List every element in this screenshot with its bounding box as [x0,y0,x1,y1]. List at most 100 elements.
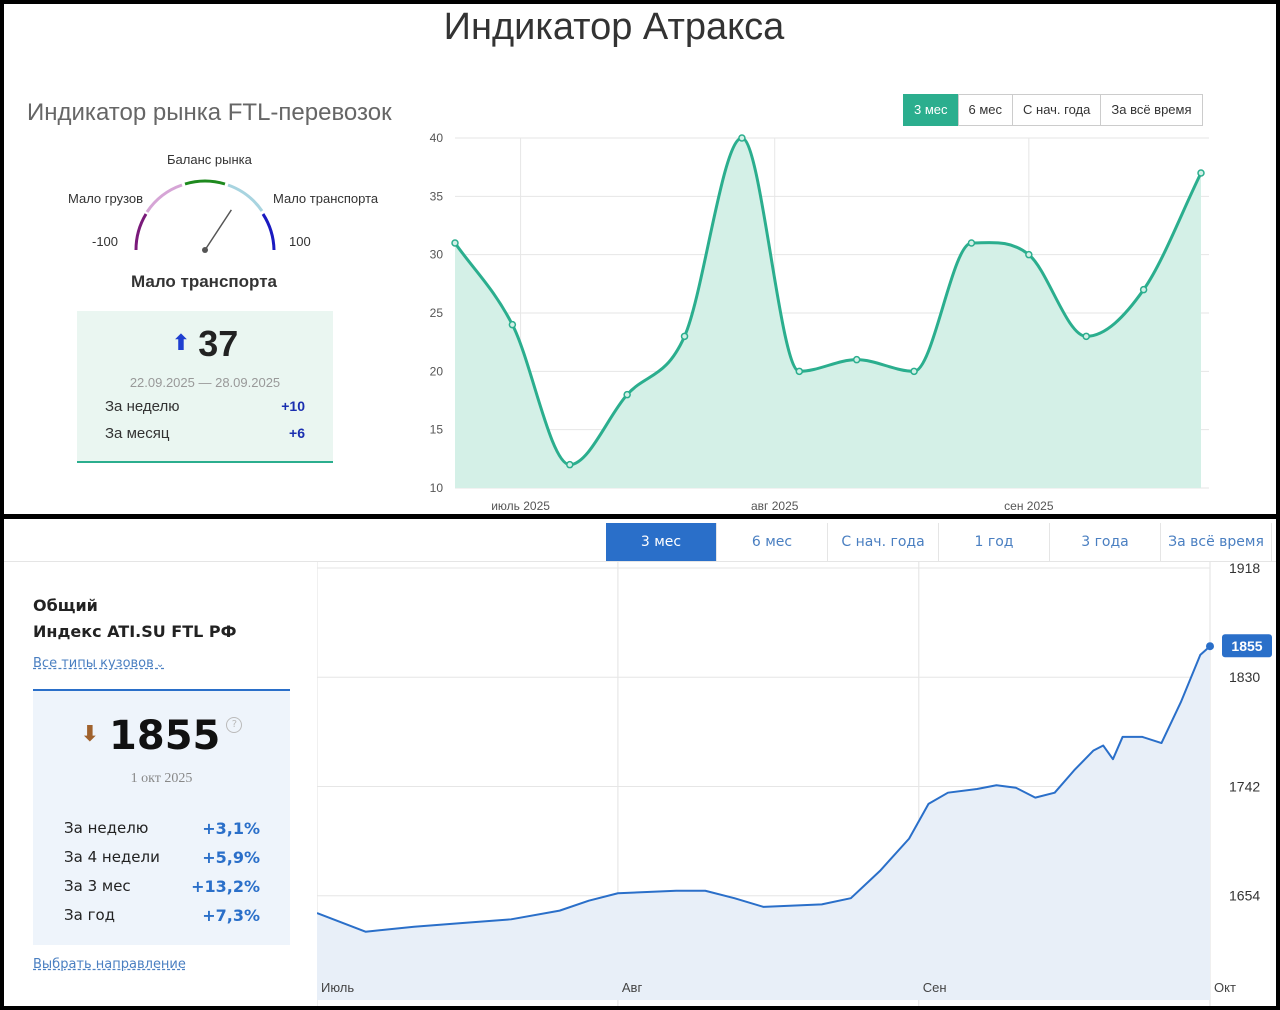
x-tick-label: сен 2025 [1004,499,1054,513]
series-area [455,138,1201,488]
body-types-link: Все типы кузовов [33,656,154,671]
x-tick-label: июль 2025 [491,499,550,513]
x-tick-label: Сен [923,980,947,995]
tab-6m[interactable]: 6 мес [717,523,828,561]
index-row-4weeks: За 4 недели +5,9% [64,848,260,867]
index-row-year: За год +7,3% [64,906,260,925]
arrow-up-icon: ⬆ [171,330,191,355]
y-tick-label: 20 [430,364,444,378]
index-date: 1 окт 2025 [130,771,193,786]
gauge-right-label: Мало транспорта [273,191,379,206]
help-icon[interactable]: ? [226,717,243,733]
last-data-point[interactable] [1206,642,1214,651]
index-row-label: За год [64,906,116,924]
last-value-label: 1855 [1231,638,1262,654]
index-title-line2: Индекс ATI.SU FTL РФ [33,622,237,641]
ati-index-chart: 1654 1742 1830 1918 Июль Авг Сен Окт 1855 [317,562,1272,1006]
y-tick-label: 10 [430,481,444,495]
index-title-line1: Общий [33,596,98,615]
x-tick-label: авг 2025 [751,499,799,513]
stat-row-label: За месяц [105,425,170,442]
tab-1y[interactable]: 1 год [939,523,1050,561]
bottom-range-tabs: 3 мес 6 мес С нач. года 1 год 3 года За … [606,523,1272,561]
last-value-badge [1222,634,1272,658]
stat-row-label: За неделю [105,398,180,415]
chevron-down-icon: ⌄ [155,659,165,670]
y-tick-label: 1830 [1229,669,1260,685]
tabs-divider [4,561,1276,562]
y-tick-label: 35 [430,189,444,203]
market-balance-gauge [134,179,276,253]
x-tick-label: Авг [622,980,643,995]
range-3m-button[interactable]: 3 мес [903,94,959,126]
data-point[interactable] [1082,332,1090,341]
ati-index-panel: 3 мес 6 мес С нач. года 1 год 3 года За … [4,519,1276,1006]
x-tick-label: Окт [1214,980,1236,995]
data-point[interactable] [1197,169,1205,177]
range-all-button[interactable]: За всё время [1100,94,1203,126]
gauge-status: Мало транспорта [131,272,277,291]
indicator-subtitle: Индикатор рынка FTL-перевозок [27,99,392,126]
tab-3y[interactable]: 3 года [1050,523,1161,561]
index-stat-box: ⬇ 1855? 1 окт 2025 За неделю +3,1% За 4 не… [33,689,290,945]
y-tick-label: 1654 [1229,888,1260,904]
gauge-top-label: Баланс рынка [167,152,252,167]
tab-3m[interactable]: 3 мес [606,523,717,561]
index-row-value: +7,3% [202,906,260,925]
data-point[interactable] [967,239,976,247]
data-point[interactable] [680,332,689,341]
range-6m-button[interactable]: 6 мес [957,94,1014,126]
indicator-value: ⬆ 37 [77,323,333,365]
gauge-arc-low-cargo [134,213,148,251]
index-value-number: 1855 [109,713,221,759]
tab-all[interactable]: За всё время [1161,523,1272,561]
stat-row-value: +10 [281,398,305,414]
index-row-label: За неделю [64,819,149,837]
indicator-period: 22.09.2025 — 28.09.2025 [129,375,281,390]
indicator-stat-box: ⬆ 37 22.09.2025 — 28.09.2025 За неделю +10… [77,311,333,463]
gauge-left-label: Мало грузов [68,191,144,206]
y-tick-label: 40 [430,131,444,145]
arrow-down-icon: ⬇ [80,722,100,747]
atrax-indicator-panel: Индикатор Атракса Индикатор рынка FTL-пе… [4,4,1276,514]
index-row-label: За 4 недели [64,848,160,866]
index-row-value: +13,2% [191,877,260,896]
data-point[interactable] [910,367,918,376]
y-tick-label: 25 [430,306,444,320]
top-range-buttons: 3 мес 6 мес С нач. года За всё время [903,94,1203,126]
choose-direction-link[interactable]: Выбрать направление [33,957,186,972]
series-area [317,646,1210,1000]
gauge-arc-low-transport [261,213,276,251]
stat-row-week: За неделю +10 [105,398,305,415]
gauge-arc-low-transport-light [227,183,264,212]
stat-row-month: За месяц +6 [105,425,305,442]
index-row-label: За 3 мес [64,877,131,895]
data-point[interactable] [623,390,631,399]
y-tick-label: 1918 [1229,562,1260,576]
body-types-dropdown[interactable]: Все типы кузовов ⌄ [33,656,164,671]
y-tick-label: 1742 [1229,778,1260,794]
gauge-pivot [202,247,208,253]
gauge-min-label: -100 [92,234,119,249]
series-line [317,645,1211,933]
y-tick-label: 15 [430,423,444,437]
gauge-needle [204,209,232,251]
index-row-week: За неделю +3,1% [64,819,260,838]
index-row-value: +3,1% [202,819,260,838]
data-point[interactable] [1025,250,1033,259]
gauge-max-label: 100 [289,234,311,249]
tab-ytd[interactable]: С нач. года [828,523,939,561]
data-point[interactable] [738,134,746,142]
data-point[interactable] [795,367,804,376]
range-ytd-button[interactable]: С нач. года [1012,94,1102,126]
gauge-arc-low-cargo-light [145,183,183,213]
page-title: Индикатор Атракса [443,6,785,48]
data-point[interactable] [1139,285,1148,294]
gauge-arc-balance [184,179,226,186]
data-point[interactable] [508,320,517,329]
index-row-value: +5,9% [202,848,260,867]
data-point[interactable] [566,460,574,469]
data-point[interactable] [852,355,861,364]
data-point[interactable] [451,239,459,247]
indicator-value-number: 37 [198,323,239,364]
